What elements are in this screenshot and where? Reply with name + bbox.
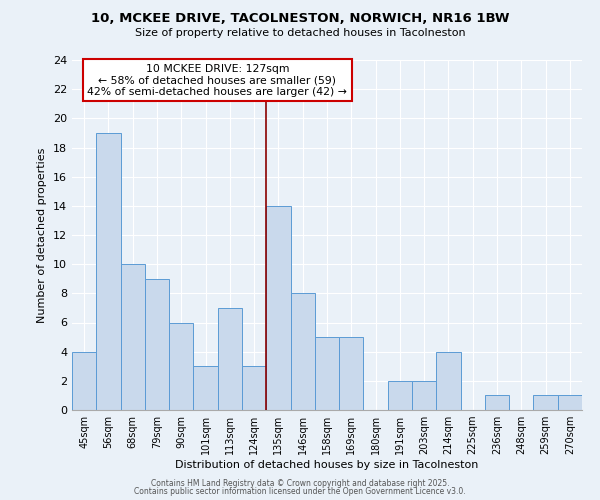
Text: Contains public sector information licensed under the Open Government Licence v3: Contains public sector information licen… — [134, 487, 466, 496]
Bar — [558, 396, 582, 410]
Bar — [72, 352, 96, 410]
Y-axis label: Number of detached properties: Number of detached properties — [37, 148, 47, 322]
Text: 10 MCKEE DRIVE: 127sqm
← 58% of detached houses are smaller (59)
42% of semi-det: 10 MCKEE DRIVE: 127sqm ← 58% of detached… — [88, 64, 347, 96]
Bar — [290, 294, 315, 410]
Bar — [145, 279, 169, 410]
Bar — [436, 352, 461, 410]
Bar — [169, 322, 193, 410]
Text: Size of property relative to detached houses in Tacolneston: Size of property relative to detached ho… — [134, 28, 466, 38]
Bar — [315, 337, 339, 410]
Bar — [533, 396, 558, 410]
Bar — [193, 366, 218, 410]
Bar — [412, 381, 436, 410]
Bar — [388, 381, 412, 410]
X-axis label: Distribution of detached houses by size in Tacolneston: Distribution of detached houses by size … — [175, 460, 479, 470]
Bar — [266, 206, 290, 410]
Bar — [218, 308, 242, 410]
Bar — [242, 366, 266, 410]
Bar — [121, 264, 145, 410]
Text: 10, MCKEE DRIVE, TACOLNESTON, NORWICH, NR16 1BW: 10, MCKEE DRIVE, TACOLNESTON, NORWICH, N… — [91, 12, 509, 26]
Bar — [339, 337, 364, 410]
Bar — [96, 133, 121, 410]
Text: Contains HM Land Registry data © Crown copyright and database right 2025.: Contains HM Land Registry data © Crown c… — [151, 478, 449, 488]
Bar — [485, 396, 509, 410]
